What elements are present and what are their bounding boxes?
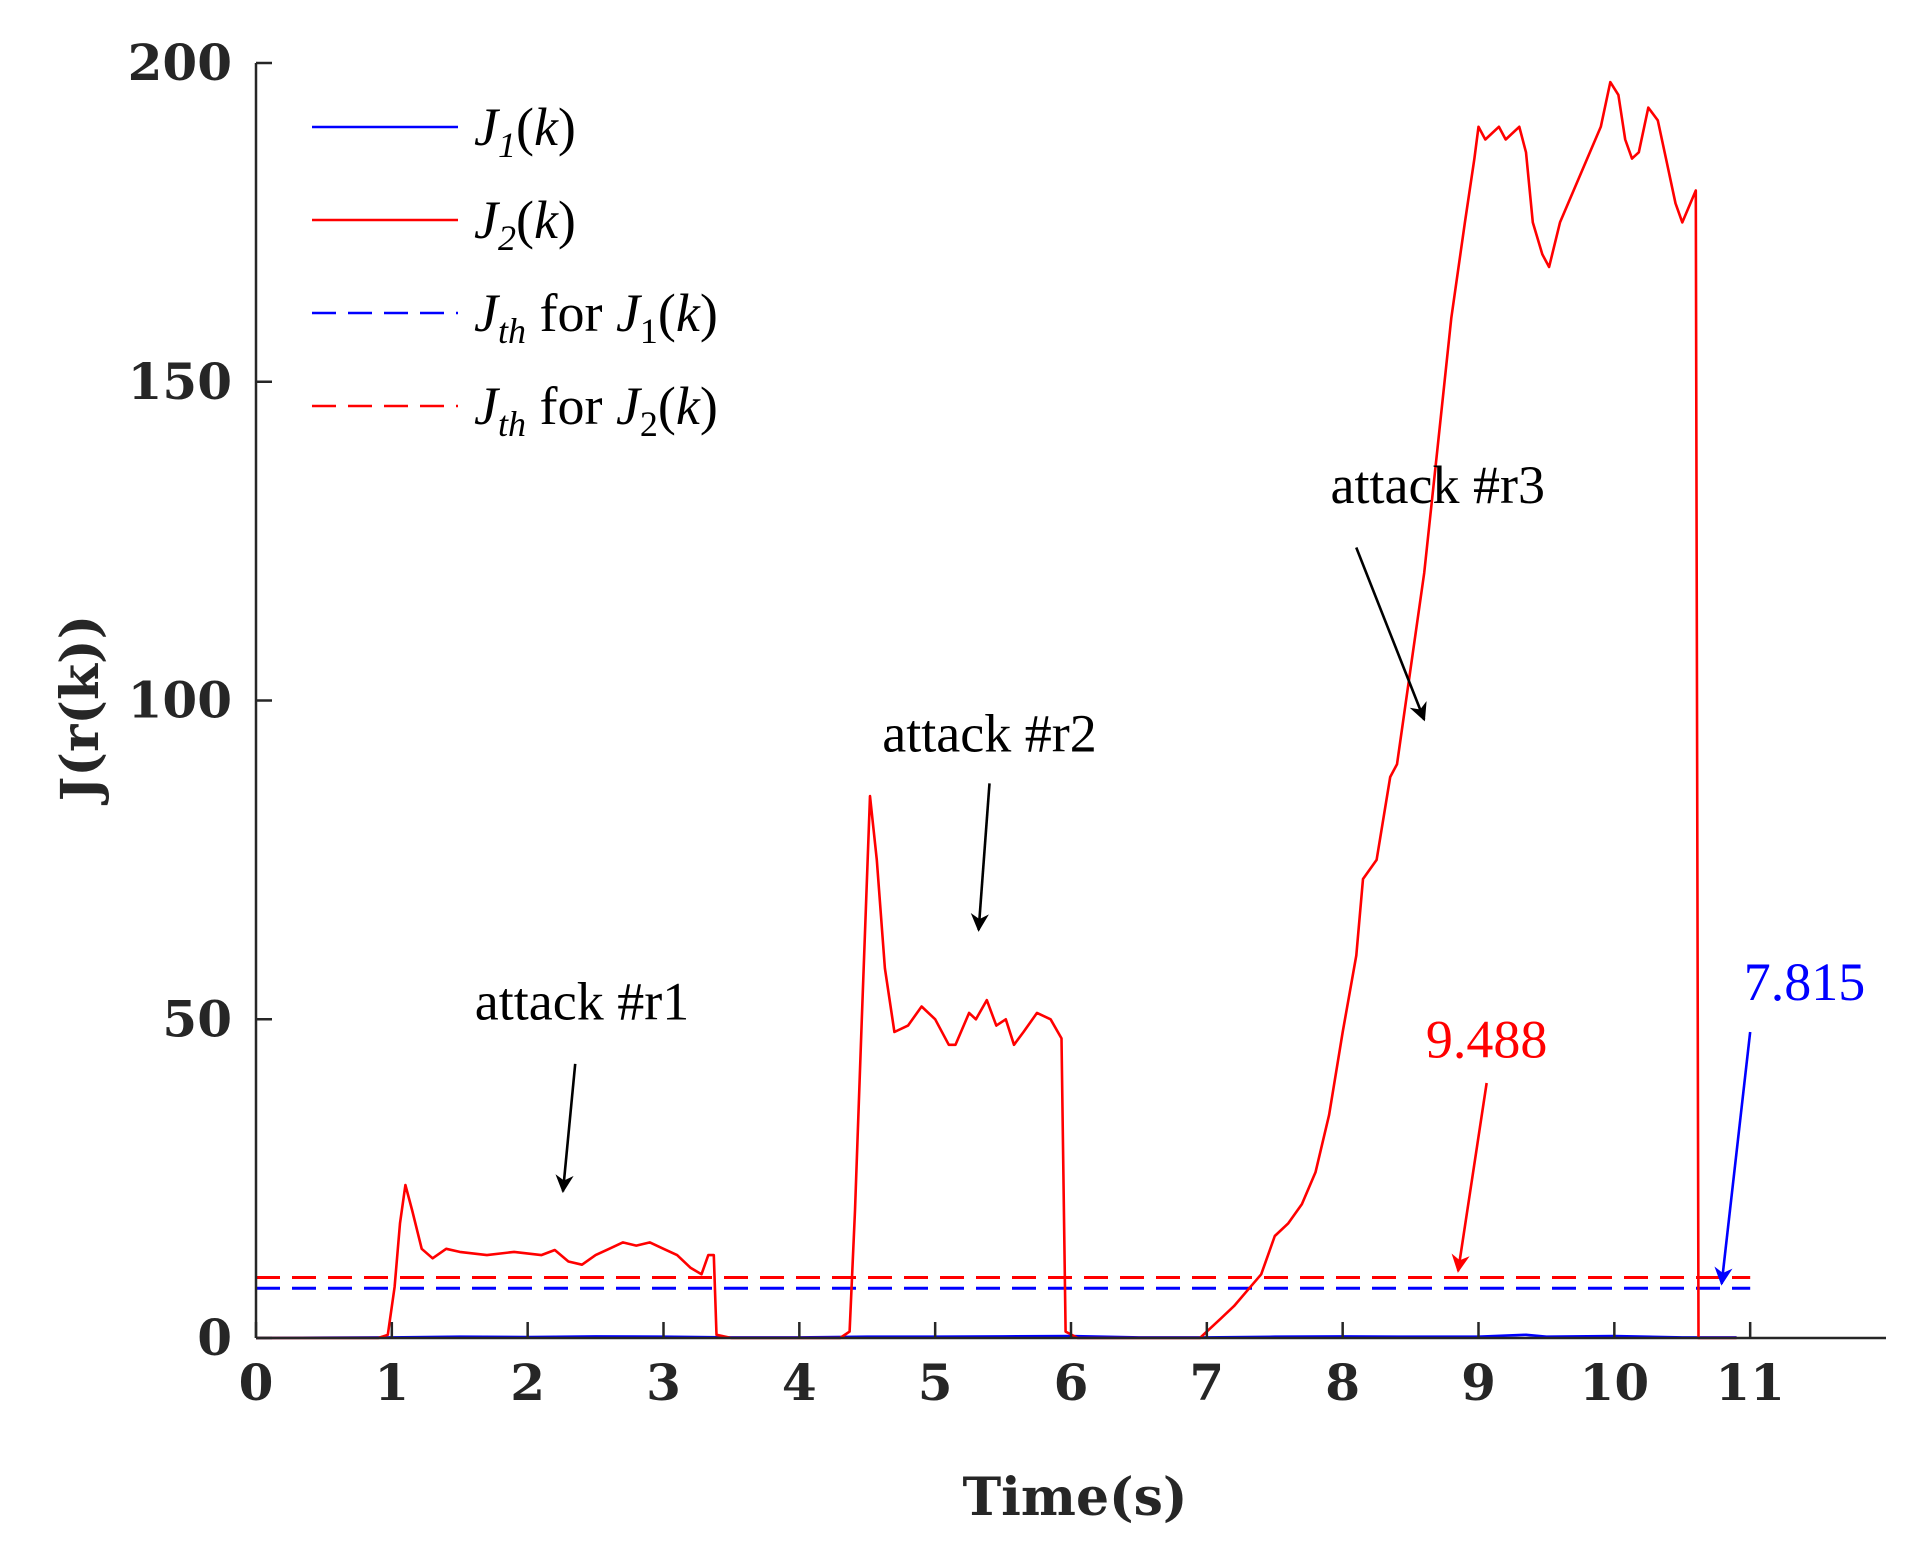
x-axis-label: Time(s) (962, 1467, 1187, 1528)
annotations: attack #r1 attack #r2 attack #r3 9.488 7.815 (475, 455, 1866, 1286)
x-tick-label: 3 (646, 1353, 681, 1412)
legend-entry-3: Jth for J1(k) (474, 283, 718, 351)
annotation-arrow-r1 (555, 1063, 577, 1194)
legend-entry-2: J2(k) (474, 190, 576, 258)
x-tick-label: 0 (239, 1353, 274, 1412)
annotation-arrow-th1 (1714, 1031, 1752, 1286)
y-tick-label: 0 (197, 1308, 232, 1367)
x-tick-label: 5 (918, 1353, 953, 1412)
annotation-arrow-r2 (970, 783, 991, 932)
y-tick-label: 200 (128, 33, 232, 92)
annotation-arrow-r3 (1355, 547, 1427, 722)
x-tick-label: 7 (1189, 1353, 1224, 1412)
annotation-label-th1: 7.815 (1744, 952, 1866, 1012)
series-line-2 (256, 80, 1737, 1340)
axes: 0 1 2 3 4 5 6 7 8 9 10 11 0 50 100 150 200 (128, 33, 1886, 1412)
y-tick-label: 150 (128, 352, 232, 411)
annotation-label-r3: attack #r3 (1331, 455, 1545, 515)
annotation-arrow-th2 (1451, 1082, 1488, 1273)
legend-entry-4: Jth for J2(k) (474, 376, 718, 444)
x-tick-label: 4 (782, 1353, 817, 1412)
y-tick-label: 100 (128, 671, 232, 730)
y-axis-label: J(r(k)) (50, 615, 111, 805)
x-tick-label: 8 (1325, 1353, 1360, 1412)
x-tick-label: 2 (510, 1353, 545, 1412)
annotation-label-r2: attack #r2 (882, 704, 1096, 764)
legend: J1(k) J2(k) Jth for J1(k) Jth for J2(k) (312, 97, 718, 444)
x-tick-label: 1 (374, 1353, 409, 1412)
x-tick-label: 9 (1461, 1353, 1496, 1412)
x-tick-label: 11 (1715, 1353, 1785, 1412)
annotation-label-th2: 9.488 (1426, 1010, 1548, 1070)
annotation-label-r1: attack #r1 (475, 971, 689, 1031)
x-tick-label: 10 (1580, 1353, 1650, 1412)
legend-entry-1: J1(k) (474, 97, 576, 165)
x-tick-label: 6 (1054, 1353, 1089, 1412)
y-tick-label: 50 (162, 989, 232, 1048)
